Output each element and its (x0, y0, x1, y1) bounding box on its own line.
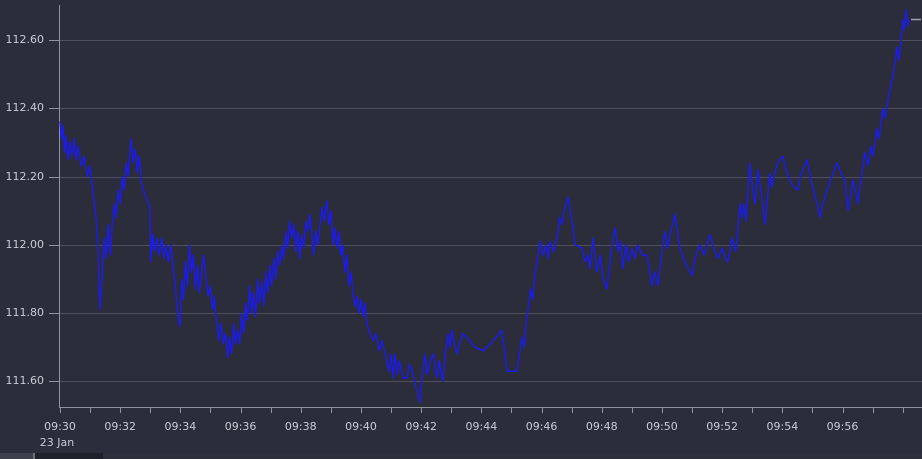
x-tick-label: 09:36 (224, 420, 257, 433)
y-tick-label: 111.60 (5, 374, 45, 387)
scrollbar-thumb[interactable] (0, 453, 33, 459)
y-tick-label: 111.80 (5, 306, 45, 319)
x-tick-label: 09:46 (525, 420, 558, 433)
x-tick-label: 09:40 (345, 420, 377, 433)
x-tick-label: 09:42 (405, 420, 438, 433)
x-axis-date-label: 23 Jan (39, 436, 75, 449)
bottom-scrollbar[interactable] (0, 453, 922, 459)
x-tick-label: 09:32 (104, 420, 137, 433)
x-tick-label: 09:30 (44, 420, 76, 433)
y-tick-label: 112.00 (5, 238, 45, 251)
scrollbar-track-dark[interactable] (35, 453, 103, 459)
x-tick-label: 09:50 (646, 420, 678, 433)
x-tick-label: 09:56 (826, 420, 859, 433)
x-tick-label: 09:34 (164, 420, 197, 433)
price-line (59, 8, 910, 403)
x-tick-label: 09:54 (766, 420, 799, 433)
scrollbar-track[interactable] (103, 453, 922, 459)
x-tick-label: 09:52 (706, 420, 738, 433)
scrollbar-divider (33, 453, 35, 459)
x-tick-label: 09:44 (465, 420, 498, 433)
x-tick-label: 09:48 (585, 420, 618, 433)
y-tick-label: 112.40 (5, 101, 45, 114)
y-tick-label: 112.20 (5, 170, 45, 183)
y-tick-label: 112.60 (5, 33, 45, 46)
x-tick-label: 09:38 (284, 420, 317, 433)
